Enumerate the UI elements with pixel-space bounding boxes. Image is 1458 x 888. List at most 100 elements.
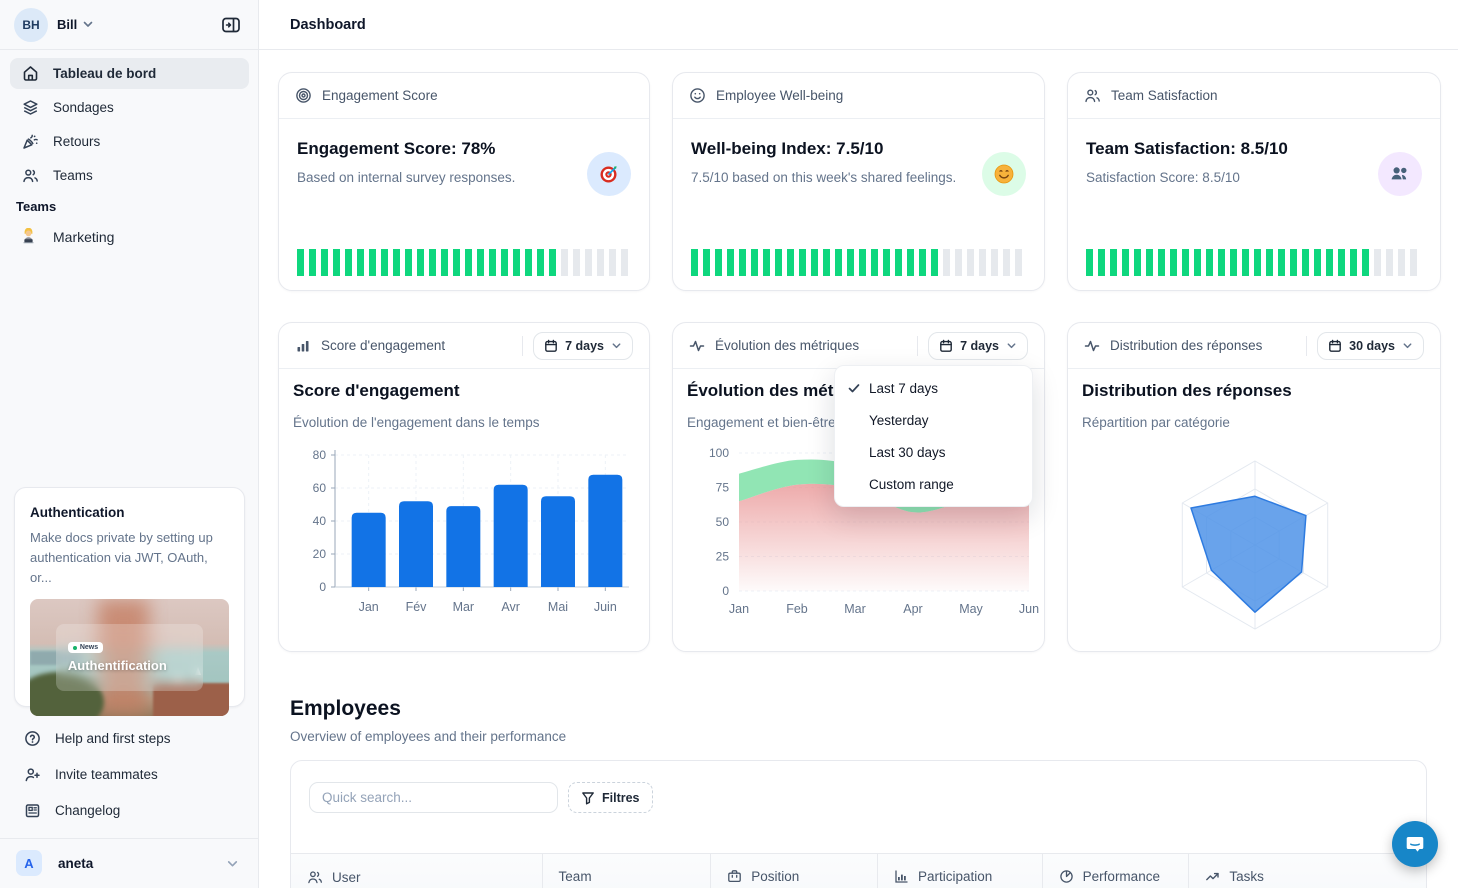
- newspaper-icon: [24, 802, 41, 819]
- account-menu[interactable]: A aneta: [10, 845, 249, 881]
- stat-card-engagement: Engagement Score Engagement Score: 78% B…: [278, 72, 650, 291]
- promo-image-overlay: News Authentification: [55, 623, 204, 692]
- svg-text:Jun: Jun: [1019, 602, 1039, 616]
- chart-card-title: Score d'engagement: [321, 338, 446, 353]
- date-range-button[interactable]: 7 days: [928, 331, 1028, 360]
- progress-bar-engagement: [297, 249, 631, 276]
- svg-text:40: 40: [313, 514, 327, 528]
- stat-card-title: Employee Well-being: [716, 88, 844, 103]
- sidebar-divider: [0, 838, 259, 839]
- stat-card-title: Engagement Score: [322, 88, 438, 103]
- news-badge: News: [67, 642, 104, 654]
- svg-text:Mar: Mar: [844, 602, 866, 616]
- chat-widget-button[interactable]: [1392, 821, 1438, 867]
- chevron-down-icon: [611, 340, 622, 351]
- svg-text:Mai: Mai: [548, 600, 568, 614]
- sidebar: BH Bill Tableau de bord: [0, 0, 259, 888]
- target-emoji-icon: [587, 152, 631, 196]
- sidebar-item-changelog[interactable]: Changelog: [10, 795, 249, 825]
- pie-chart-icon: [1059, 869, 1074, 884]
- team-label: Marketing: [53, 228, 115, 245]
- svg-text:60: 60: [313, 481, 327, 495]
- svg-text:Avr: Avr: [501, 600, 520, 614]
- stat-subtitle: Based on internal survey responses.: [297, 170, 516, 185]
- chevron-down-icon: [1402, 340, 1413, 351]
- stat-card-title: Team Satisfaction: [1111, 88, 1218, 103]
- chevron-down-icon: [82, 18, 94, 30]
- search-input[interactable]: [309, 782, 558, 813]
- date-range-dropdown: Last 7 days Yesterday Last 30 days Custo…: [834, 365, 1033, 507]
- panel-collapse-icon: [220, 14, 244, 36]
- svg-text:100: 100: [709, 446, 729, 460]
- stat-card-header: Engagement Score: [279, 73, 649, 119]
- dropdown-item-last-30-days[interactable]: Last 30 days: [869, 444, 946, 460]
- filters-button[interactable]: Filtres: [568, 782, 653, 813]
- chart-title: Distribution des réponses: [1082, 381, 1292, 400]
- workspace-avatar: BH: [14, 8, 48, 42]
- trending-up-icon: [1205, 869, 1220, 884]
- sidebar-item-teams[interactable]: Teams: [10, 160, 249, 191]
- sidebar-item-help[interactable]: Help and first steps: [10, 723, 249, 753]
- svg-text:Feb: Feb: [786, 602, 808, 616]
- stat-card-header: Team Satisfaction: [1068, 73, 1440, 119]
- workspace-switcher[interactable]: BH Bill: [0, 0, 258, 50]
- sidebar-item-marketing[interactable]: Marketing: [10, 221, 269, 252]
- date-range-button[interactable]: 7 days: [533, 331, 633, 360]
- stat-card-header: Employee Well-being: [673, 73, 1044, 119]
- promo-card-authentication[interactable]: Authentication Make docs private by sett…: [14, 487, 245, 717]
- stat-value: Team Satisfaction: 8.5/10: [1086, 139, 1288, 158]
- svg-text:75: 75: [716, 481, 730, 495]
- distribution-radar-chart: [1181, 460, 1329, 630]
- sidebar-item-label: Tableau de bord: [53, 66, 157, 81]
- chart-card-engagement-score: Score d'engagement 7 days Score d'engage…: [278, 322, 650, 652]
- progress-bar-satisfaction: [1086, 249, 1422, 276]
- stat-value: Well-being Index: 7.5/10: [691, 139, 884, 158]
- date-range-button[interactable]: 30 days: [1317, 331, 1424, 360]
- bar-chart-icon: [894, 869, 909, 884]
- layers-icon: [22, 99, 39, 116]
- column-header-performance[interactable]: Performance: [1041, 854, 1189, 888]
- column-header-participation[interactable]: Participation: [876, 854, 1042, 888]
- funnel-icon: [581, 791, 595, 805]
- news-dot-icon: [72, 645, 77, 650]
- sidebar-item-invite[interactable]: Invite teammates: [10, 759, 249, 789]
- dropdown-item-last-7-days[interactable]: Last 7 days: [835, 372, 1032, 404]
- chart-subtitle: Évolution de l'engagement dans le temps: [293, 415, 540, 430]
- promo-title: Authentication: [30, 505, 125, 520]
- sidebar-item-surveys[interactable]: Sondages: [10, 92, 249, 123]
- calendar-icon: [544, 339, 558, 353]
- sidebar-item-label: Sondages: [53, 100, 114, 115]
- column-header-user[interactable]: User: [291, 854, 542, 888]
- users-icon: [307, 869, 323, 885]
- dropdown-item-yesterday[interactable]: Yesterday: [869, 412, 929, 428]
- chevron-down-icon: [226, 857, 239, 870]
- users-icon: [22, 167, 39, 184]
- svg-text:Mar: Mar: [453, 600, 475, 614]
- svg-text:25: 25: [716, 550, 730, 564]
- help-circle-icon: [24, 730, 41, 747]
- footer-item-label: Invite teammates: [55, 766, 158, 782]
- sidebar-item-feedback[interactable]: Retours: [10, 126, 249, 157]
- dropdown-item-custom-range[interactable]: Custom range: [869, 476, 954, 492]
- header-divider: [522, 335, 524, 356]
- footer-item-label: Changelog: [55, 802, 121, 818]
- chart-card-title: Distribution des réponses: [1110, 338, 1263, 353]
- column-header-tasks[interactable]: Tasks: [1188, 854, 1426, 888]
- sidebar-collapse-button[interactable]: [220, 13, 244, 37]
- header-divider: [1306, 335, 1308, 356]
- activity-icon: [689, 338, 705, 354]
- svg-text:Jan: Jan: [729, 602, 749, 616]
- svg-text:80: 80: [313, 448, 327, 462]
- calendar-icon: [1328, 339, 1342, 353]
- column-header-team[interactable]: Team: [541, 854, 711, 888]
- sidebar-item-dashboard[interactable]: Tableau de bord: [10, 58, 249, 89]
- page-title: Dashboard: [290, 17, 366, 33]
- chart-subtitle: Répartition par catégorie: [1082, 415, 1230, 430]
- table-header-row: User Team Position Participation Perform…: [291, 853, 1426, 888]
- stat-card-satisfaction: Team Satisfaction Team Satisfaction: 8.5…: [1067, 72, 1441, 291]
- column-header-position[interactable]: Position: [710, 854, 877, 888]
- chart-card-header: Score d'engagement 7 days: [279, 323, 649, 369]
- engagement-bar-chart: 0 20 40 60 80 Jan Fév Mar Avr Mai Juin: [313, 448, 629, 614]
- progress-bar-wellbeing: [691, 249, 1026, 276]
